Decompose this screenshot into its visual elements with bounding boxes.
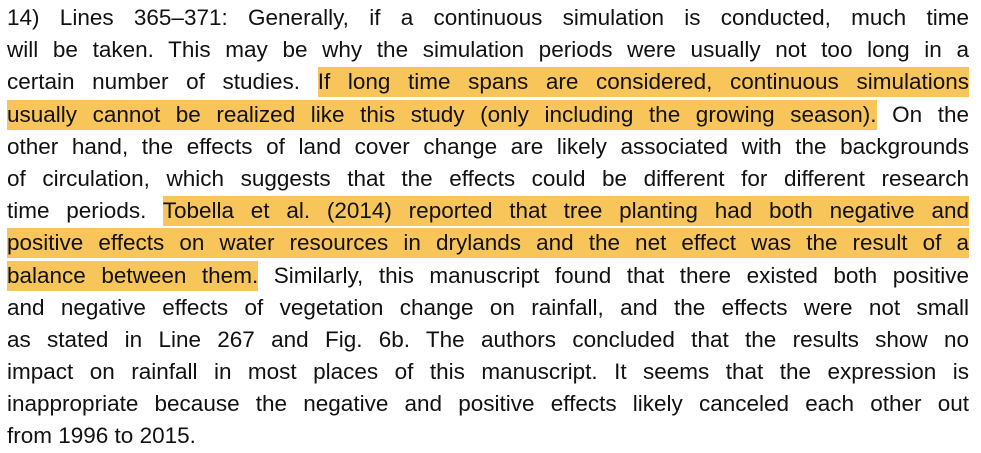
text-line-3: certain number of studies. If long time … [7, 66, 969, 98]
text-line-4: usually cannot be realized like this stu… [7, 99, 969, 131]
text-segment: from 1996 to 2015. [7, 423, 196, 449]
text-segment: On the [876, 101, 970, 127]
text-line-1: 14) Lines 365–371: Generally, if a conti… [7, 2, 969, 34]
text-segment: will be taken. This may be why the simul… [7, 37, 969, 63]
text-segment: 14) Lines 365–371: Generally, if a conti… [7, 5, 969, 30]
highlighted-text: balance between them. [7, 260, 259, 291]
text-line-7: time periods. Tobella et al. (2014) repo… [7, 195, 969, 227]
text-segment: time periods. [7, 198, 163, 224]
text-segment: and negative effects of vegetation chang… [7, 294, 969, 320]
text-line-12: impact on rainfall in most places of thi… [7, 356, 969, 388]
text-segment: certain number of studies. [7, 69, 318, 95]
text-segment: inappropriate because the negative and p… [7, 391, 969, 417]
text-line-2: will be taken. This may be why the simul… [7, 34, 969, 66]
review-comment-paragraph: 14) Lines 365–371: Generally, if a conti… [7, 2, 969, 453]
text-segment: Similarly, this manuscript found that th… [258, 262, 969, 288]
highlighted-text: usually cannot be realized like this stu… [7, 99, 877, 130]
text-segment: impact on rainfall in most places of thi… [7, 359, 969, 385]
text-line-14: from 1996 to 2015. [7, 420, 969, 452]
text-segment: of circulation, which suggests that the … [7, 165, 969, 191]
highlighted-text: positive effects on water resources in d… [7, 228, 969, 259]
text-line-13: inappropriate because the negative and p… [7, 388, 969, 420]
text-line-8: positive effects on water resources in d… [7, 227, 969, 259]
highlighted-text: If long time spans are considered, conti… [317, 67, 969, 98]
text-line-10: and negative effects of vegetation chang… [7, 292, 969, 324]
highlighted-text: Tobella et al. (2014) reported that tree… [162, 196, 969, 227]
text-segment: other hand, the effects of land cover ch… [7, 133, 969, 159]
text-segment: as stated in Line 267 and Fig. 6b. The a… [7, 326, 969, 352]
text-line-6: of circulation, which suggests that the … [7, 163, 969, 195]
text-line-5: other hand, the effects of land cover ch… [7, 131, 969, 163]
text-line-11: as stated in Line 267 and Fig. 6b. The a… [7, 324, 969, 356]
text-line-9: balance between them. Similarly, this ma… [7, 260, 969, 292]
